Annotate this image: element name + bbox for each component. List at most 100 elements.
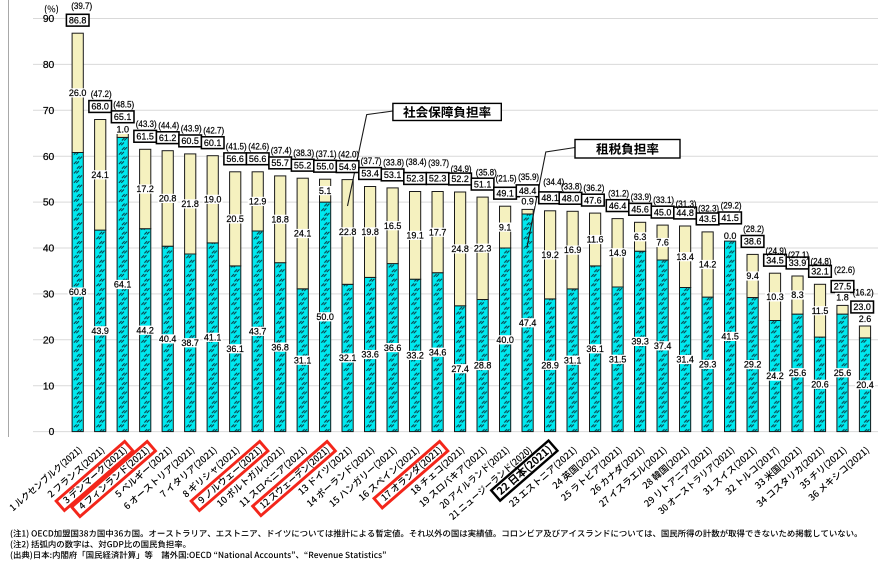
svg-text:(24.8): (24.8) [811, 256, 832, 266]
svg-text:55.0: 55.0 [316, 161, 334, 171]
svg-text:(34.9): (34.9) [451, 164, 472, 174]
svg-text:6.3: 6.3 [634, 232, 647, 242]
svg-text:20: 20 [43, 335, 55, 346]
svg-text:(37.7): (37.7) [361, 156, 382, 166]
svg-text:(39.7): (39.7) [428, 158, 449, 168]
svg-text:38.6: 38.6 [744, 237, 762, 247]
svg-text:(39.7): (39.7) [71, 1, 92, 11]
svg-text:(34.4): (34.4) [543, 177, 564, 187]
svg-text:60.1: 60.1 [204, 138, 222, 148]
svg-text:(33.1): (33.1) [653, 195, 674, 205]
svg-text:48.0: 48.0 [562, 194, 580, 204]
svg-text:34.5: 34.5 [766, 255, 784, 265]
svg-text:30: 30 [43, 290, 55, 301]
svg-text:65.1: 65.1 [114, 112, 132, 122]
svg-text:(37.4): (37.4) [271, 146, 292, 156]
svg-text:11.5: 11.5 [812, 306, 829, 316]
svg-text:(38.4): (38.4) [406, 157, 427, 167]
svg-text:7.6: 7.6 [656, 238, 669, 248]
svg-text:17.2: 17.2 [136, 184, 154, 194]
svg-text:(27.1): (27.1) [788, 250, 809, 260]
svg-text:52.2: 52.2 [451, 174, 469, 184]
svg-text:24.1: 24.1 [91, 170, 109, 180]
svg-text:(22.6): (22.6) [834, 265, 855, 275]
svg-text:10.3: 10.3 [766, 292, 784, 302]
svg-text:36.6: 36.6 [384, 343, 402, 353]
svg-text:60.5: 60.5 [181, 136, 199, 146]
svg-text:31.4: 31.4 [676, 355, 694, 365]
svg-text:80: 80 [43, 60, 55, 71]
svg-text:(35.9): (35.9) [518, 172, 539, 182]
svg-text:36.1: 36.1 [586, 344, 604, 354]
svg-text:43.7: 43.7 [249, 327, 267, 337]
svg-text:32.1: 32.1 [339, 353, 357, 363]
svg-text:31.1: 31.1 [564, 355, 582, 365]
svg-text:56.6: 56.6 [226, 154, 244, 164]
svg-text:(31.3): (31.3) [676, 199, 697, 209]
svg-text:55.2: 55.2 [294, 160, 312, 170]
svg-text:46.4: 46.4 [609, 201, 627, 211]
svg-text:39.3: 39.3 [631, 337, 649, 347]
svg-text:48.4: 48.4 [519, 186, 537, 196]
svg-text:8.3: 8.3 [791, 290, 804, 300]
svg-text:45.6: 45.6 [631, 205, 649, 215]
svg-text:(36.2): (36.2) [583, 183, 604, 193]
svg-text:53.1: 53.1 [384, 170, 402, 180]
svg-text:18.8: 18.8 [271, 215, 289, 225]
svg-text:68.0: 68.0 [91, 102, 109, 112]
svg-text:33.2: 33.2 [406, 351, 424, 361]
svg-text:24.2: 24.2 [766, 371, 784, 381]
svg-text:1.0: 1.0 [116, 125, 129, 135]
svg-text:17.7: 17.7 [429, 227, 447, 237]
svg-text:16.5: 16.5 [384, 221, 402, 231]
svg-text:(24.9): (24.9) [766, 246, 787, 256]
svg-text:34.6: 34.6 [429, 347, 447, 357]
svg-text:(16.2): (16.2) [853, 288, 874, 298]
svg-text:43.9: 43.9 [91, 326, 109, 336]
svg-text:60: 60 [43, 152, 55, 163]
svg-text:44.8: 44.8 [676, 208, 694, 218]
svg-text:43.5: 43.5 [699, 214, 717, 224]
svg-text:27.4: 27.4 [451, 364, 469, 374]
svg-text:2.6: 2.6 [859, 314, 872, 324]
svg-text:50.0: 50.0 [316, 312, 334, 322]
svg-text:(42.7): (42.7) [203, 126, 224, 136]
svg-text:29.2: 29.2 [744, 360, 762, 370]
svg-text:(47.2): (47.2) [91, 89, 112, 99]
svg-text:(38.3): (38.3) [293, 148, 314, 158]
svg-text:(21.5): (21.5) [496, 174, 517, 184]
svg-text:41.5: 41.5 [721, 332, 739, 342]
svg-text:20.5: 20.5 [226, 214, 244, 224]
svg-text:(31.2): (31.2) [608, 188, 629, 198]
svg-text:(43.3): (43.3) [136, 119, 157, 129]
svg-text:0: 0 [49, 427, 55, 438]
svg-text:41.5: 41.5 [721, 213, 739, 223]
svg-text:41.1: 41.1 [204, 332, 222, 342]
svg-text:(42.0): (42.0) [338, 149, 359, 159]
svg-text:0.9: 0.9 [521, 196, 534, 206]
svg-text:33.6: 33.6 [361, 350, 379, 360]
svg-text:53.4: 53.4 [361, 169, 379, 179]
svg-text:9.1: 9.1 [499, 222, 512, 232]
svg-text:27.5: 27.5 [834, 282, 852, 292]
svg-text:47.6: 47.6 [584, 195, 602, 205]
svg-text:33.9: 33.9 [789, 258, 807, 268]
svg-text:(43.9): (43.9) [181, 124, 202, 134]
svg-text:48.1: 48.1 [541, 193, 559, 203]
svg-text:14.9: 14.9 [609, 248, 627, 258]
svg-text:47.4: 47.4 [519, 318, 537, 328]
svg-text:(35.8): (35.8) [476, 168, 497, 178]
svg-text:26.0: 26.0 [69, 88, 87, 98]
svg-text:1.8: 1.8 [836, 293, 849, 303]
svg-text:12.9: 12.9 [249, 197, 267, 207]
svg-text:70: 70 [43, 106, 55, 117]
svg-text:32.1: 32.1 [811, 267, 829, 277]
svg-text:60.8: 60.8 [69, 287, 87, 297]
svg-text:38.7: 38.7 [181, 338, 199, 348]
svg-text:20.6: 20.6 [811, 380, 829, 390]
svg-text:90: 90 [43, 14, 55, 25]
svg-text:61.2: 61.2 [159, 133, 177, 143]
svg-text:37.4: 37.4 [654, 341, 672, 351]
svg-text:29.3: 29.3 [699, 360, 717, 370]
svg-text:28.9: 28.9 [541, 360, 559, 370]
